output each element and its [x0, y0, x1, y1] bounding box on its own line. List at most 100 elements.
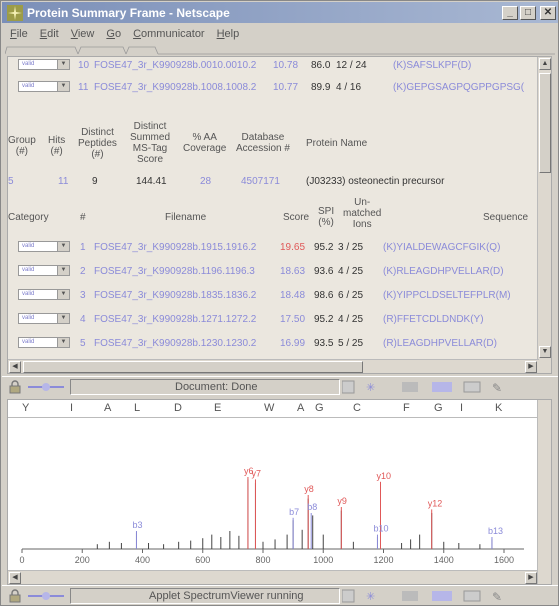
header-spi: SPI (%) [318, 206, 335, 228]
residue-letter: Y [22, 402, 30, 414]
filename-link[interactable]: FOSE47_3r_K990928b.1915.1916.2 [94, 241, 257, 253]
ions-value: 4 / 25 [338, 313, 364, 325]
category-value: valid [22, 291, 35, 297]
row-number: 11 [78, 81, 89, 93]
accession-link[interactable]: 4507171 [241, 175, 280, 187]
status-message: Applet SpectrumViewer running [70, 588, 340, 604]
filename-link[interactable]: FOSE47_3r_K990928b.1271.1272.2 [94, 313, 257, 325]
menu-help[interactable]: Help [216, 28, 240, 40]
residue-letter: I [460, 402, 464, 414]
header-category: Category [8, 212, 49, 223]
status-bar-bottom: Applet SpectrumViewer running ✳ ✎ [2, 585, 558, 605]
residue-letter: E [214, 402, 222, 414]
spectrum-horizontal-scrollbar[interactable]: ◀ ▶ [8, 570, 539, 584]
sequence-link[interactable]: (K)RLEAGDHPVELLAR(D) [383, 265, 504, 277]
sequence-link[interactable]: (R)LEAGDHPVELLAR(D) [383, 337, 497, 349]
security-lock-icon[interactable] [8, 380, 22, 394]
title-bar[interactable]: Protein Summary Frame - Netscape _ □ ✕ [2, 2, 558, 23]
peak-label: b13 [488, 526, 503, 536]
category-select[interactable]: valid ▼ [18, 313, 70, 324]
horizontal-scrollbar[interactable]: ◀ ▶ [8, 359, 539, 373]
menu-file[interactable]: File [10, 28, 28, 40]
scroll-thumb[interactable] [539, 73, 551, 173]
spi-value: 93.5 [314, 337, 334, 349]
protein-summary-frame[interactable]: valid ▼ 10 FOSE47_3r_K990928b.0010.0010.2… [7, 56, 552, 374]
header-coverage: % AA Coverage [183, 132, 227, 154]
residue-letter: I [70, 402, 74, 414]
x-tick-label: 200 [75, 555, 90, 565]
sequence-link[interactable]: (R)FFETCDLDNDK(Y) [383, 313, 484, 325]
chevron-down-icon: ▼ [57, 314, 69, 323]
ions-value: 12 / 24 [336, 59, 367, 71]
maximize-button[interactable]: □ [520, 5, 536, 20]
sequence-link[interactable]: (K)YIPPCLDSELTEFPLR(M) [383, 289, 511, 301]
menu-edit[interactable]: Edit [39, 28, 59, 40]
scroll-right-icon[interactable]: ▶ [525, 572, 537, 584]
scroll-left-icon[interactable]: ◀ [9, 572, 21, 584]
filename-link[interactable]: FOSE47_3r_K990928b.1230.1230.2 [94, 337, 257, 349]
x-tick-label: 1000 [313, 555, 333, 565]
sequence-link[interactable]: (K)SAFSLKPF(D) [393, 59, 472, 71]
x-tick-label: 800 [255, 555, 270, 565]
chevron-down-icon: ▼ [57, 290, 69, 299]
header-filename: Filename [165, 212, 207, 223]
header-group: Group (#) [8, 135, 36, 157]
menu-go[interactable]: Go [106, 28, 122, 40]
scroll-left-icon[interactable]: ◀ [9, 361, 21, 373]
frame-tab-strip[interactable] [5, 45, 555, 55]
sequence-link[interactable]: (K)GEPGSAGPQGPPGPSG( [393, 81, 525, 93]
filename-link[interactable]: FOSE47_3r_K990928b.1835.1836.2 [94, 289, 257, 301]
svg-text:✳: ✳ [366, 591, 375, 603]
peak-label: b8 [307, 502, 317, 512]
minimize-button[interactable]: _ [502, 5, 518, 20]
x-tick-label: 1600 [494, 555, 514, 565]
score-value: 10.77 [273, 81, 299, 93]
category-select[interactable]: valid ▼ [18, 81, 70, 92]
filename-link[interactable]: FOSE47_3r_K990928b.1008.1008.2 [94, 81, 257, 93]
close-button[interactable]: ✕ [540, 5, 556, 20]
header-protein-name: Protein Name [306, 138, 368, 149]
security-lock-icon[interactable] [8, 589, 22, 603]
header-summed-score: Distinct Summed MS-Tag Score [130, 121, 171, 165]
spectrum-viewer-applet[interactable]: Y I A L D E W A G C F G I K 0 200 400 600 80… [7, 399, 552, 585]
coverage-link[interactable]: 28 [200, 175, 212, 187]
spectrum-vertical-scrollbar[interactable] [537, 400, 551, 584]
residue-letter: C [353, 402, 361, 414]
peak-label: b10 [373, 524, 388, 534]
category-value: valid [22, 315, 35, 321]
category-select[interactable]: valid ▼ [18, 59, 70, 70]
category-value: valid [22, 267, 35, 273]
peak-label: y6 [244, 466, 254, 476]
component-bar-icons[interactable]: ✳ ✎ [342, 380, 538, 394]
menu-bar: File Edit View Go Communicator Help [2, 24, 558, 44]
menu-view[interactable]: View [70, 28, 95, 40]
row-number: 2 [80, 265, 86, 277]
category-select[interactable]: valid ▼ [18, 265, 70, 276]
category-select[interactable]: valid ▼ [18, 241, 70, 252]
scroll-up-icon[interactable]: ▲ [539, 58, 551, 70]
filename-link[interactable]: FOSE47_3r_K990928b.0010.0010.2 [94, 59, 257, 71]
window-title: Protein Summary Frame - Netscape [27, 5, 230, 20]
header-hits: Hits (#) [48, 135, 66, 157]
category-select[interactable]: valid ▼ [18, 289, 70, 300]
svg-text:✳: ✳ [366, 382, 375, 394]
menu-communicator[interactable]: Communicator [133, 28, 205, 40]
scroll-down-icon[interactable]: ▼ [539, 346, 551, 358]
header-distinct-peptides: Distinct Peptides (#) [78, 127, 117, 160]
scroll-right-icon[interactable]: ▶ [525, 361, 537, 373]
sequence-link[interactable]: (K)YIALDEWAGCFGIK(Q) [383, 241, 501, 253]
category-select[interactable]: valid ▼ [18, 337, 70, 348]
ions-value: 3 / 25 [338, 241, 364, 253]
x-tick-label: 1200 [373, 555, 393, 565]
scroll-thumb[interactable] [23, 361, 363, 373]
svg-text:✎: ✎ [492, 381, 502, 394]
component-bar-icons[interactable]: ✳ ✎ [342, 589, 538, 603]
chevron-down-icon: ▼ [57, 60, 69, 69]
filename-link[interactable]: FOSE47_3r_K990928b.1196.1196.3 [94, 265, 255, 277]
hits-value: 11 [58, 175, 69, 187]
spi-value: 89.9 [311, 81, 331, 93]
category-value: valid [22, 61, 35, 67]
x-tick-label: 1400 [434, 555, 454, 565]
vertical-scrollbar[interactable]: ▲ ▼ [537, 57, 551, 373]
